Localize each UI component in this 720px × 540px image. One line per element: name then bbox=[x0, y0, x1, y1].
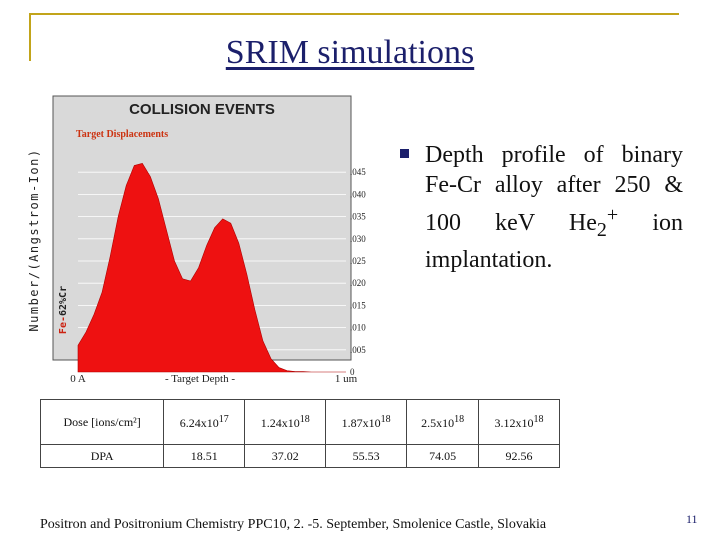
dpa-cell: 74.05 bbox=[406, 444, 480, 468]
slide-title: SRIM simulations bbox=[225, 34, 475, 71]
chart-area-layer bbox=[77, 162, 346, 373]
dpa-row: DPA 18.51 37.02 55.53 74.05 92.56 bbox=[39, 444, 560, 468]
dose-cell: 2.5x1018 bbox=[406, 399, 480, 445]
x-tick-label: 1 um bbox=[335, 373, 358, 385]
chart-subtitle: Target Displacements bbox=[76, 129, 168, 140]
bullet-point: Depth profile of binary Fe-Cr alloy afte… bbox=[400, 140, 683, 275]
y-tick-label: .010 bbox=[350, 323, 366, 333]
srim-chart: Number/(Angstrom-Ion) COLLISION EVENTS T… bbox=[20, 90, 390, 390]
bullet-subscript: 2 bbox=[596, 218, 607, 241]
x-tick-labels: 0 A 1 um bbox=[70, 373, 357, 385]
x-tick-label: 0 A bbox=[70, 373, 86, 385]
y-tick-labels: .045 .040 .035 .030 .025 .020 .015 .010 .005 0 bbox=[350, 167, 366, 377]
decorative-left-line bbox=[29, 13, 31, 61]
dpa-cell: 37.02 bbox=[244, 444, 327, 468]
dose-cell: 3.12x1018 bbox=[478, 399, 560, 445]
slide-footer: Positron and Positronium Chemistry PPC10… bbox=[40, 517, 547, 532]
dose-cell: 1.24x1018 bbox=[244, 399, 327, 445]
dose-cell: 1.87x1018 bbox=[325, 399, 408, 445]
inner-y-label-cr: 62%Cr bbox=[58, 286, 69, 316]
dpa-row-label: DPA bbox=[39, 444, 165, 468]
bullet-text: Depth profile of binary Fe-Cr alloy afte… bbox=[425, 140, 683, 275]
page-number: 11 bbox=[686, 512, 698, 526]
bullet-superscript: + bbox=[606, 204, 619, 226]
inner-y-axis-label: Fe-62%Cr bbox=[58, 286, 69, 334]
y-tick-label: 0 bbox=[350, 367, 355, 377]
bullet-square-icon bbox=[400, 149, 409, 158]
dose-row: Dose [ions/cm²] 6.24x1017 1.24x1018 1.87… bbox=[39, 399, 560, 445]
y-tick-label: .040 bbox=[350, 189, 366, 199]
decorative-top-line bbox=[29, 13, 679, 15]
dose-table: Dose [ions/cm²] 6.24x1017 1.24x1018 1.87… bbox=[39, 399, 560, 468]
bullet-text-end: ion implantation. bbox=[425, 210, 683, 273]
bullet-text-main: Depth profile of binary Fe-Cr alloy afte… bbox=[425, 142, 683, 236]
y-tick-label: .015 bbox=[350, 300, 366, 310]
dpa-cell: 92.56 bbox=[478, 444, 560, 468]
outer-y-axis-label: Number/(Angstrom-Ion) bbox=[27, 148, 41, 331]
y-tick-label: .030 bbox=[350, 234, 366, 244]
y-tick-label: .020 bbox=[350, 278, 366, 288]
y-tick-label: .005 bbox=[350, 345, 366, 355]
inner-y-label-prefix: Fe- bbox=[58, 316, 69, 334]
dpa-cell: 18.51 bbox=[163, 444, 246, 468]
dose-cell: 6.24x1017 bbox=[163, 399, 246, 445]
chart-title: COLLISION EVENTS bbox=[129, 101, 275, 118]
x-axis-label: - Target Depth - bbox=[165, 373, 235, 385]
dose-row-label: Dose [ions/cm²] bbox=[39, 399, 165, 445]
depth-profile-area bbox=[77, 162, 346, 373]
dpa-cell: 55.53 bbox=[325, 444, 408, 468]
y-tick-label: .025 bbox=[350, 256, 366, 266]
y-tick-label: .035 bbox=[350, 212, 366, 222]
y-tick-label: .045 bbox=[350, 167, 366, 177]
